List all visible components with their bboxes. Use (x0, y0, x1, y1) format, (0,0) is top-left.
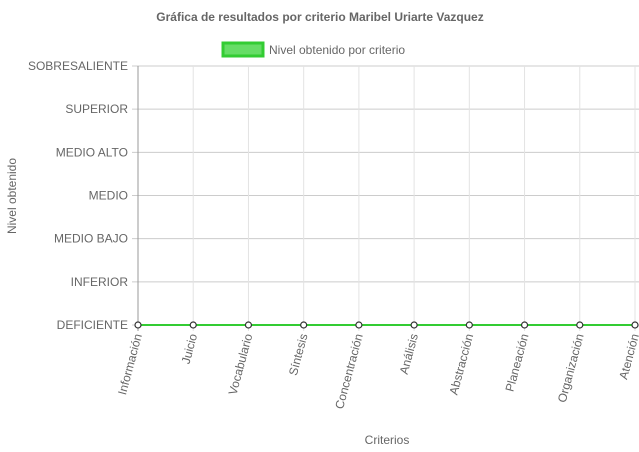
chart-title: Gráfica de resultados por criterio Marib… (156, 10, 483, 24)
y-tick-label: DEFICIENTE (57, 318, 128, 332)
data-point[interactable] (300, 321, 308, 329)
y-tick-label: MEDIO BAJO (54, 232, 128, 246)
legend-label: Nivel obtenido por criterio (269, 43, 405, 57)
y-axis-title: Nivel obtenido (5, 158, 19, 234)
y-tick-label: INFERIOR (71, 275, 129, 289)
x-tick-label: Organización (555, 332, 587, 404)
x-tick-label: Juicio (179, 332, 201, 366)
data-point[interactable] (134, 321, 142, 329)
x-tick-label: Abstracción (446, 332, 476, 396)
x-tick-label: Planeación (503, 332, 532, 393)
legend[interactable]: Nivel obtenido por criterio (221, 41, 405, 58)
data-point[interactable] (244, 321, 253, 329)
y-tick-label: SUPERIOR (65, 102, 128, 116)
x-axis-title: Criterios (365, 433, 410, 447)
data-point[interactable] (520, 321, 529, 329)
data-point[interactable] (189, 321, 197, 329)
x-tick-label: Síntesis (286, 332, 311, 377)
x-tick-label: Concentración (332, 332, 366, 410)
y-tick-label: SOBRESALIENTE (28, 59, 128, 73)
y-tick-label: MEDIO (89, 189, 128, 203)
legend-swatch (221, 41, 265, 58)
x-tick-label: Información (115, 332, 145, 396)
data-point[interactable] (631, 321, 639, 329)
data-point[interactable] (410, 321, 418, 329)
x-tick-label: Atención (616, 332, 639, 381)
data-point[interactable] (355, 321, 363, 329)
data-point[interactable] (465, 321, 473, 329)
y-tick-label: MEDIO ALTO (56, 145, 128, 159)
data-point[interactable] (576, 321, 584, 329)
x-tick-label: Vocabulario (226, 332, 256, 397)
x-tick-label: Análisis (397, 332, 421, 376)
